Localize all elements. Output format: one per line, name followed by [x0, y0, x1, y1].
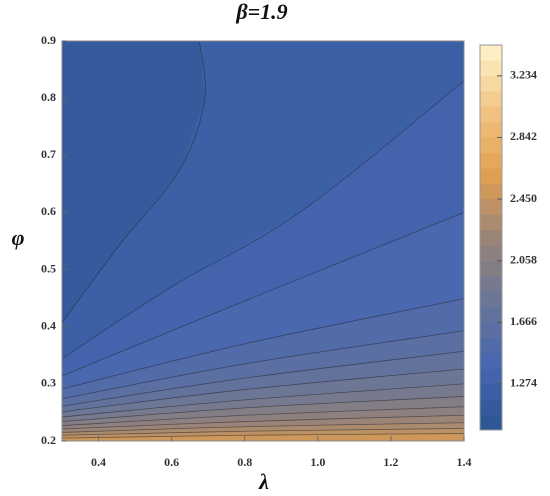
colorbar-tick-label: 1.666: [510, 314, 537, 328]
contour-line: [61, 422, 465, 433]
chart-title: β=1.9: [235, 0, 287, 24]
colorbar-band: [479, 198, 503, 215]
contour-line: [61, 368, 465, 413]
contour-fill: [62, 433, 464, 441]
colorbar-band: [479, 137, 503, 153]
colorbar-tick-label: 2.058: [510, 252, 537, 266]
x-axis-label: λ: [258, 469, 269, 494]
colorbar-frame: [479, 44, 503, 431]
colorbar-band: [479, 214, 503, 230]
plot-frame: [61, 40, 465, 442]
colorbar-band: [479, 306, 503, 323]
contour-line: [61, 396, 465, 422]
colorbar-band: [479, 291, 503, 307]
colorbar-band: [479, 106, 503, 123]
colorbar-band: [479, 91, 503, 107]
colorbar-band: [479, 60, 503, 76]
contour-line: [61, 383, 465, 418]
colorbar-band: [479, 183, 503, 200]
contour-line: [61, 414, 465, 430]
contour-line: [61, 212, 465, 377]
colorbar-tick-label: 2.450: [510, 191, 537, 205]
colorbar-band: [479, 168, 503, 184]
colorbar-tick-label: 3.234: [510, 68, 537, 82]
y-tick-label: 0.8: [41, 90, 56, 104]
y-tick-label: 0.6: [41, 204, 56, 218]
contour-line: [61, 433, 465, 439]
colorbar-band: [479, 152, 503, 169]
contour-line: [61, 406, 465, 426]
x-tick-label: 1.4: [457, 455, 472, 469]
colorbar-band: [479, 44, 503, 61]
colorbar-band: [479, 322, 503, 338]
colorbar-band: [479, 75, 503, 92]
colorbar-band: [479, 275, 503, 292]
y-tick-label: 0.7: [41, 147, 56, 161]
contour-line: [61, 330, 465, 400]
contour-line: [61, 298, 465, 390]
contour-line: [61, 80, 465, 360]
y-tick-label: 0.5: [41, 261, 56, 275]
colorbar-tick-label: 2.842: [510, 129, 537, 143]
contour-line: [61, 428, 465, 436]
x-tick-label: 1.2: [383, 455, 398, 469]
y-tick-label: 0.9: [41, 33, 56, 47]
colorbar-band: [479, 368, 503, 384]
x-tick-label: 1.0: [310, 455, 325, 469]
colorbar-band: [479, 260, 503, 277]
colorbar-band: [479, 121, 503, 138]
colorbar-band: [479, 245, 503, 261]
colorbar-band: [479, 229, 503, 246]
colorbar-band: [479, 337, 503, 354]
y-tick-label: 0.2: [41, 433, 56, 447]
x-tick-label: 0.8: [237, 455, 252, 469]
contour-line: [61, 350, 465, 407]
contour-line: [61, 40, 206, 323]
colorbar-band: [479, 414, 503, 431]
y-axis-label: φ: [12, 225, 25, 250]
colorbar-tick-label: 1.274: [510, 376, 537, 390]
colorbar-band: [479, 399, 503, 415]
colorbar-band: [479, 383, 503, 400]
y-tick-label: 0.4: [41, 318, 56, 332]
x-tick-label: 0.4: [91, 455, 106, 469]
y-tick-label: 0.3: [41, 376, 56, 390]
colorbar-band: [479, 352, 503, 369]
x-tick-label: 0.6: [164, 455, 179, 469]
